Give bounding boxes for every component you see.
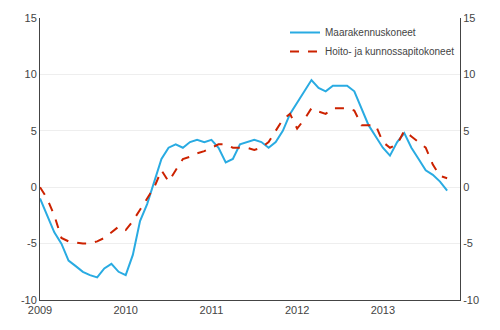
svg-text:-10: -10 bbox=[463, 294, 479, 306]
svg-text:2009: 2009 bbox=[28, 304, 52, 316]
svg-text:Maarakennuskoneet: Maarakennuskoneet bbox=[325, 27, 416, 38]
svg-text:-5: -5 bbox=[463, 237, 473, 249]
svg-text:5: 5 bbox=[463, 125, 469, 137]
svg-text:0: 0 bbox=[31, 181, 37, 193]
svg-text:-5: -5 bbox=[27, 237, 37, 249]
svg-text:2011: 2011 bbox=[200, 304, 224, 316]
svg-text:2010: 2010 bbox=[113, 304, 137, 316]
svg-text:0: 0 bbox=[463, 181, 469, 193]
svg-text:-10: -10 bbox=[21, 294, 37, 306]
svg-text:15: 15 bbox=[25, 12, 37, 24]
svg-text:2013: 2013 bbox=[371, 304, 395, 316]
svg-text:Hoito- ja kunnossapitokoneet: Hoito- ja kunnossapitokoneet bbox=[325, 46, 454, 57]
svg-text:10: 10 bbox=[25, 68, 37, 80]
svg-text:2012: 2012 bbox=[285, 304, 309, 316]
svg-text:5: 5 bbox=[31, 125, 37, 137]
svg-text:15: 15 bbox=[463, 12, 475, 24]
svg-text:10: 10 bbox=[463, 68, 475, 80]
